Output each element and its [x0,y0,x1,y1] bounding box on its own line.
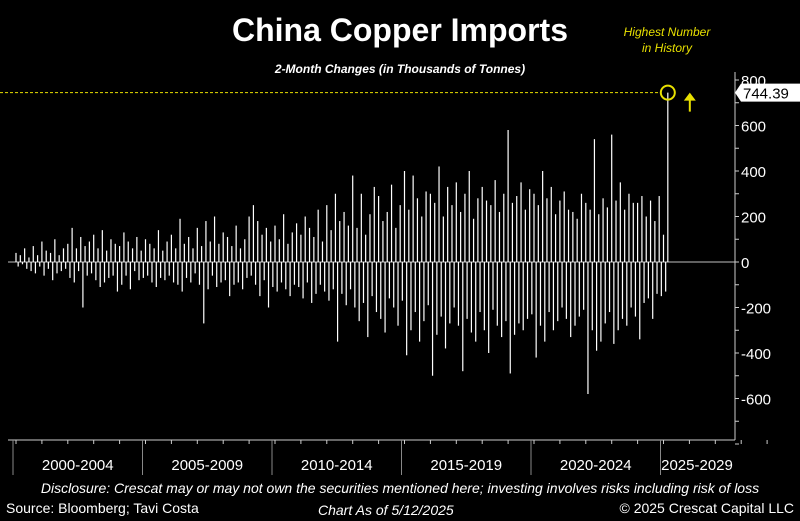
up-arrow-icon [683,92,696,112]
x-tick-label: 2025-2029 [661,457,733,474]
y-tick-label: 400 [741,164,766,181]
max-circle [659,84,676,101]
annotation-line: in History [641,41,692,55]
y-tick-label: 0 [741,255,749,272]
y-tick-label: 200 [741,210,766,227]
last-value-label: 744.39 [743,86,789,103]
x-tick-label: 2010-2014 [301,457,373,474]
x-tick-label: 2005-2009 [171,457,243,474]
x-tick-label: 2000-2004 [42,457,114,474]
source: Source: Bloomberg; Tavi Costa [6,500,199,516]
x-tick-label: 2020-2024 [560,457,632,474]
chart-subtitle: 2-Month Changes (in Thousands of Tonnes) [274,62,526,76]
chart-date: Chart As of 5/12/2025 [318,502,454,518]
y-tick-label: -400 [741,346,771,363]
y-tick-label: -200 [741,301,771,318]
chart-title: China Copper Imports [231,12,568,48]
disclosure: Disclosure: Crescat may or may not own t… [40,480,760,496]
annotation-highest: Highest Number in History [612,24,722,56]
copyright: © 2025 Crescat Capital LLC [619,500,794,516]
annotation-line: Highest Number [623,25,711,39]
y-tick-label: -600 [741,392,771,409]
bar-chart: 6004002000-200-400-600800744.392000-2004… [0,72,800,475]
x-tick-label: 2015-2019 [430,457,502,474]
y-tick-label: 600 [741,119,766,136]
last-value-badge [735,83,800,102]
